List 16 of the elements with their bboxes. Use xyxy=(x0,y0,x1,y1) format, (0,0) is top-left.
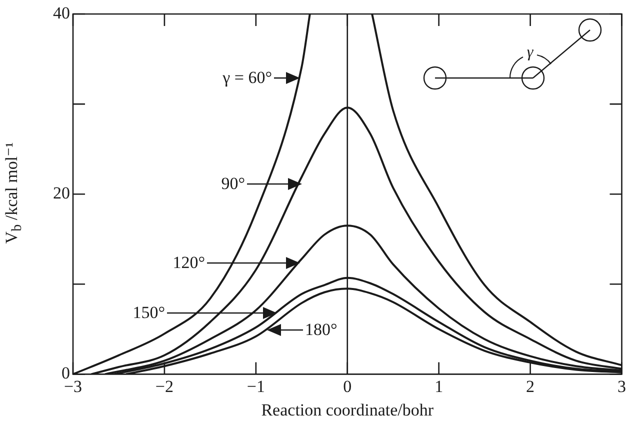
annotation: γ xyxy=(526,44,534,61)
x-tick-label: 0 xyxy=(343,376,352,396)
annotation: γ = 60° xyxy=(222,67,272,89)
annotation: 120° xyxy=(172,252,205,274)
y-tick-label: 20 xyxy=(53,184,70,203)
annotation: 180° xyxy=(305,319,338,341)
x-tick-label: 1 xyxy=(434,376,444,396)
x-axis-title: Reaction coordinate/bohr xyxy=(261,400,434,420)
x-tick-label: 2 xyxy=(526,376,535,396)
x-tick-label: −1 xyxy=(246,376,265,396)
annotation: 90° xyxy=(221,173,245,195)
annotation: 150° xyxy=(132,302,165,324)
x-tick-label: −2 xyxy=(155,376,174,396)
y-tick-label: 0 xyxy=(62,364,70,383)
x-tick-label: 3 xyxy=(618,376,626,396)
y-tick-label: 40 xyxy=(53,3,70,22)
